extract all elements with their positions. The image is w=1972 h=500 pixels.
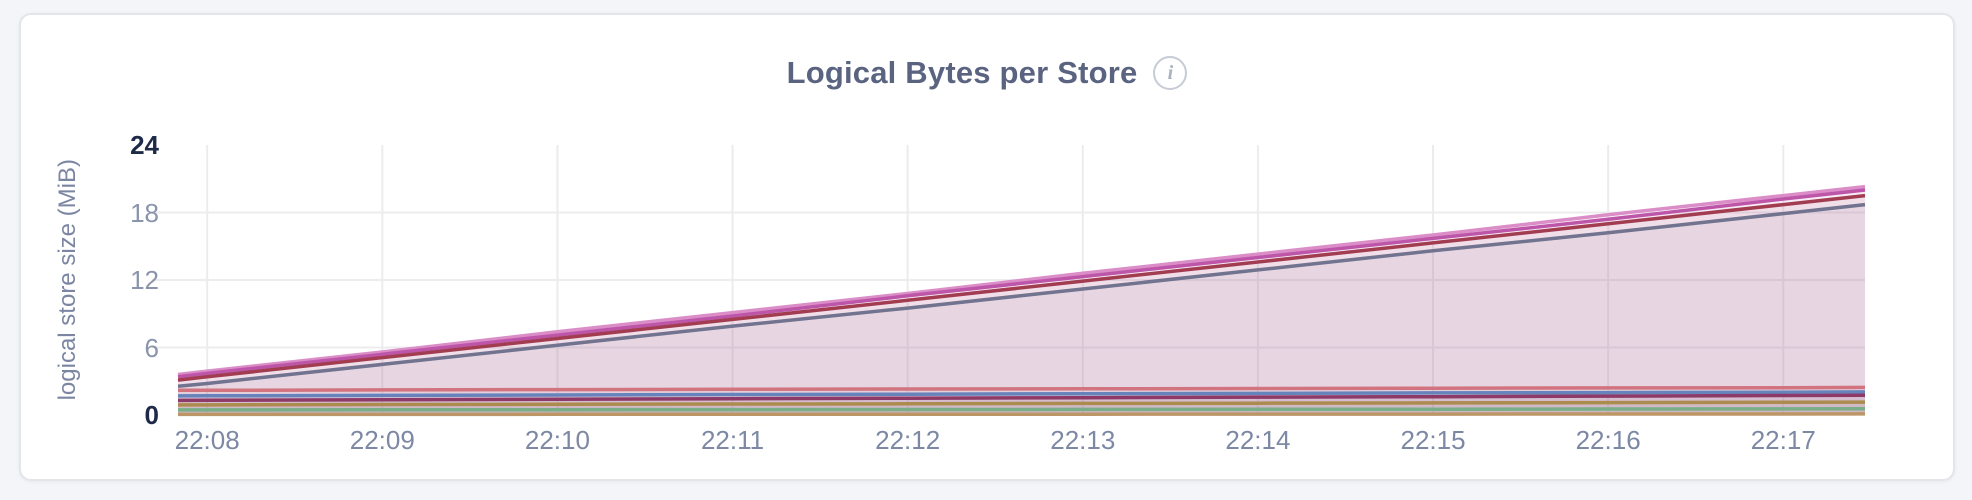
series-fill-slate <box>178 204 1865 415</box>
y-tick-label: 24 <box>130 130 159 160</box>
x-tick-label: 22:16 <box>1575 425 1641 455</box>
chart-header: Logical Bytes per Store i <box>21 55 1953 91</box>
series-line-tan <box>178 412 1866 417</box>
x-tick-label: 22:17 <box>1750 425 1816 455</box>
x-tick-label: 22:14 <box>1225 425 1291 455</box>
series-line-rose <box>178 385 1866 393</box>
series-line-slate <box>177 202 1866 389</box>
x-tick-label: 22:15 <box>1400 425 1466 455</box>
x-tick-label: 22:09 <box>349 425 415 455</box>
series-line-olive-gold <box>178 400 1866 407</box>
series-line-dark-red <box>177 193 1866 382</box>
chart-title: Logical Bytes per Store <box>786 55 1138 90</box>
chart-plot-area[interactable] <box>152 145 1866 417</box>
chart-svg <box>152 145 1866 417</box>
series-line-light-pink <box>177 184 1866 377</box>
series-line-green <box>178 407 1866 412</box>
y-tick-label: 0 <box>144 400 159 430</box>
y-tick-label: 6 <box>144 332 159 363</box>
y-axis-unit-label: logical store size (MiB) <box>54 159 81 401</box>
x-tick-label: 22:12 <box>875 425 941 455</box>
series-line-steel-blue <box>177 390 1866 398</box>
series-line-magenta <box>177 188 1866 379</box>
x-tick-label: 22:13 <box>1050 425 1116 455</box>
x-tick-label: 22:08 <box>174 425 240 455</box>
chart-card: Logical Bytes per Store i logical store … <box>19 13 1955 481</box>
y-tick-label: 18 <box>130 197 159 228</box>
x-tick-label: 22:10 <box>524 425 590 455</box>
x-tick-label: 22:11 <box>700 425 765 455</box>
series-fill-magenta <box>178 190 1865 415</box>
series-fill-light-pink <box>178 186 1865 415</box>
y-tick-label: 12 <box>130 265 159 295</box>
info-icon-glyph: i <box>1167 61 1174 84</box>
series-line-plum <box>177 393 1866 403</box>
info-icon[interactable]: i <box>1153 56 1188 90</box>
